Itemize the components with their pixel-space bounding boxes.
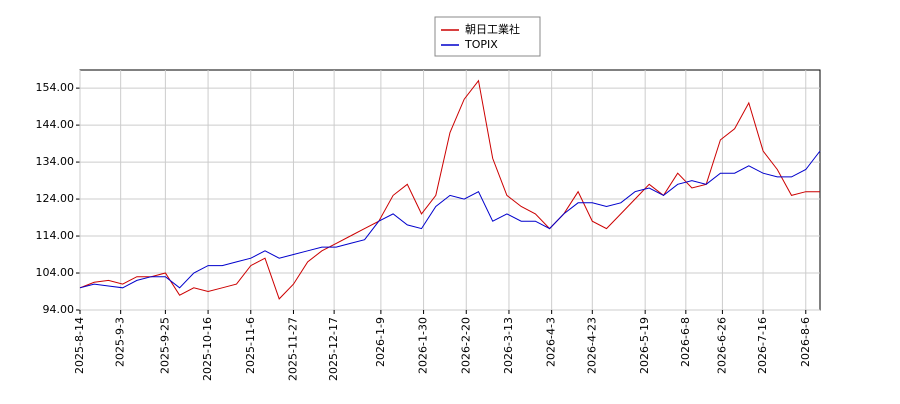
x-tick-label: 2026-4-3	[545, 317, 558, 367]
legend-box	[434, 16, 541, 57]
x-tick-label: 2026-5-19	[638, 317, 651, 374]
plot-frame	[79, 69, 821, 311]
x-tick-label: 2025-10-16	[201, 317, 214, 381]
x-tick-label: 2026-2-20	[459, 317, 472, 374]
legend-label: TOPIX	[464, 38, 498, 51]
x-tick-label: 2025-11-27	[286, 317, 299, 381]
x-tick-label: 2026-7-16	[756, 317, 769, 374]
y-tick-label: 94.00	[43, 303, 75, 316]
x-tick-label: 2026-6-8	[679, 317, 692, 367]
x-tick-label: 2025-12-17	[327, 317, 340, 381]
y-tick-label: 134.00	[36, 155, 75, 168]
x-tick-label: 2025-8-14	[73, 317, 86, 374]
y-tick-label: 144.00	[36, 118, 75, 131]
x-tick-label: 2026-1-30	[417, 317, 430, 374]
series-line	[79, 79, 820, 300]
legend-label: 朝日工業社	[465, 22, 520, 36]
x-tick-label: 2026-1-9	[374, 317, 387, 367]
y-tick-label: 104.00	[36, 266, 75, 279]
x-tick-label: 2026-8-6	[799, 317, 812, 367]
y-tick-label: 124.00	[36, 192, 75, 205]
x-tick-label: 2026-3-13	[502, 317, 515, 374]
x-tick-label: 2025-9-3	[114, 317, 127, 367]
x-tick-label: 2026-4-23	[585, 317, 598, 374]
x-tick-label: 2026-6-26	[715, 317, 728, 374]
x-tick-label: 2025-11-6	[244, 317, 257, 374]
x-tick-label: 2025-9-25	[158, 317, 171, 374]
y-tick-label: 154.00	[36, 81, 75, 94]
y-tick-label: 114.00	[36, 229, 75, 242]
series-line	[79, 150, 821, 289]
